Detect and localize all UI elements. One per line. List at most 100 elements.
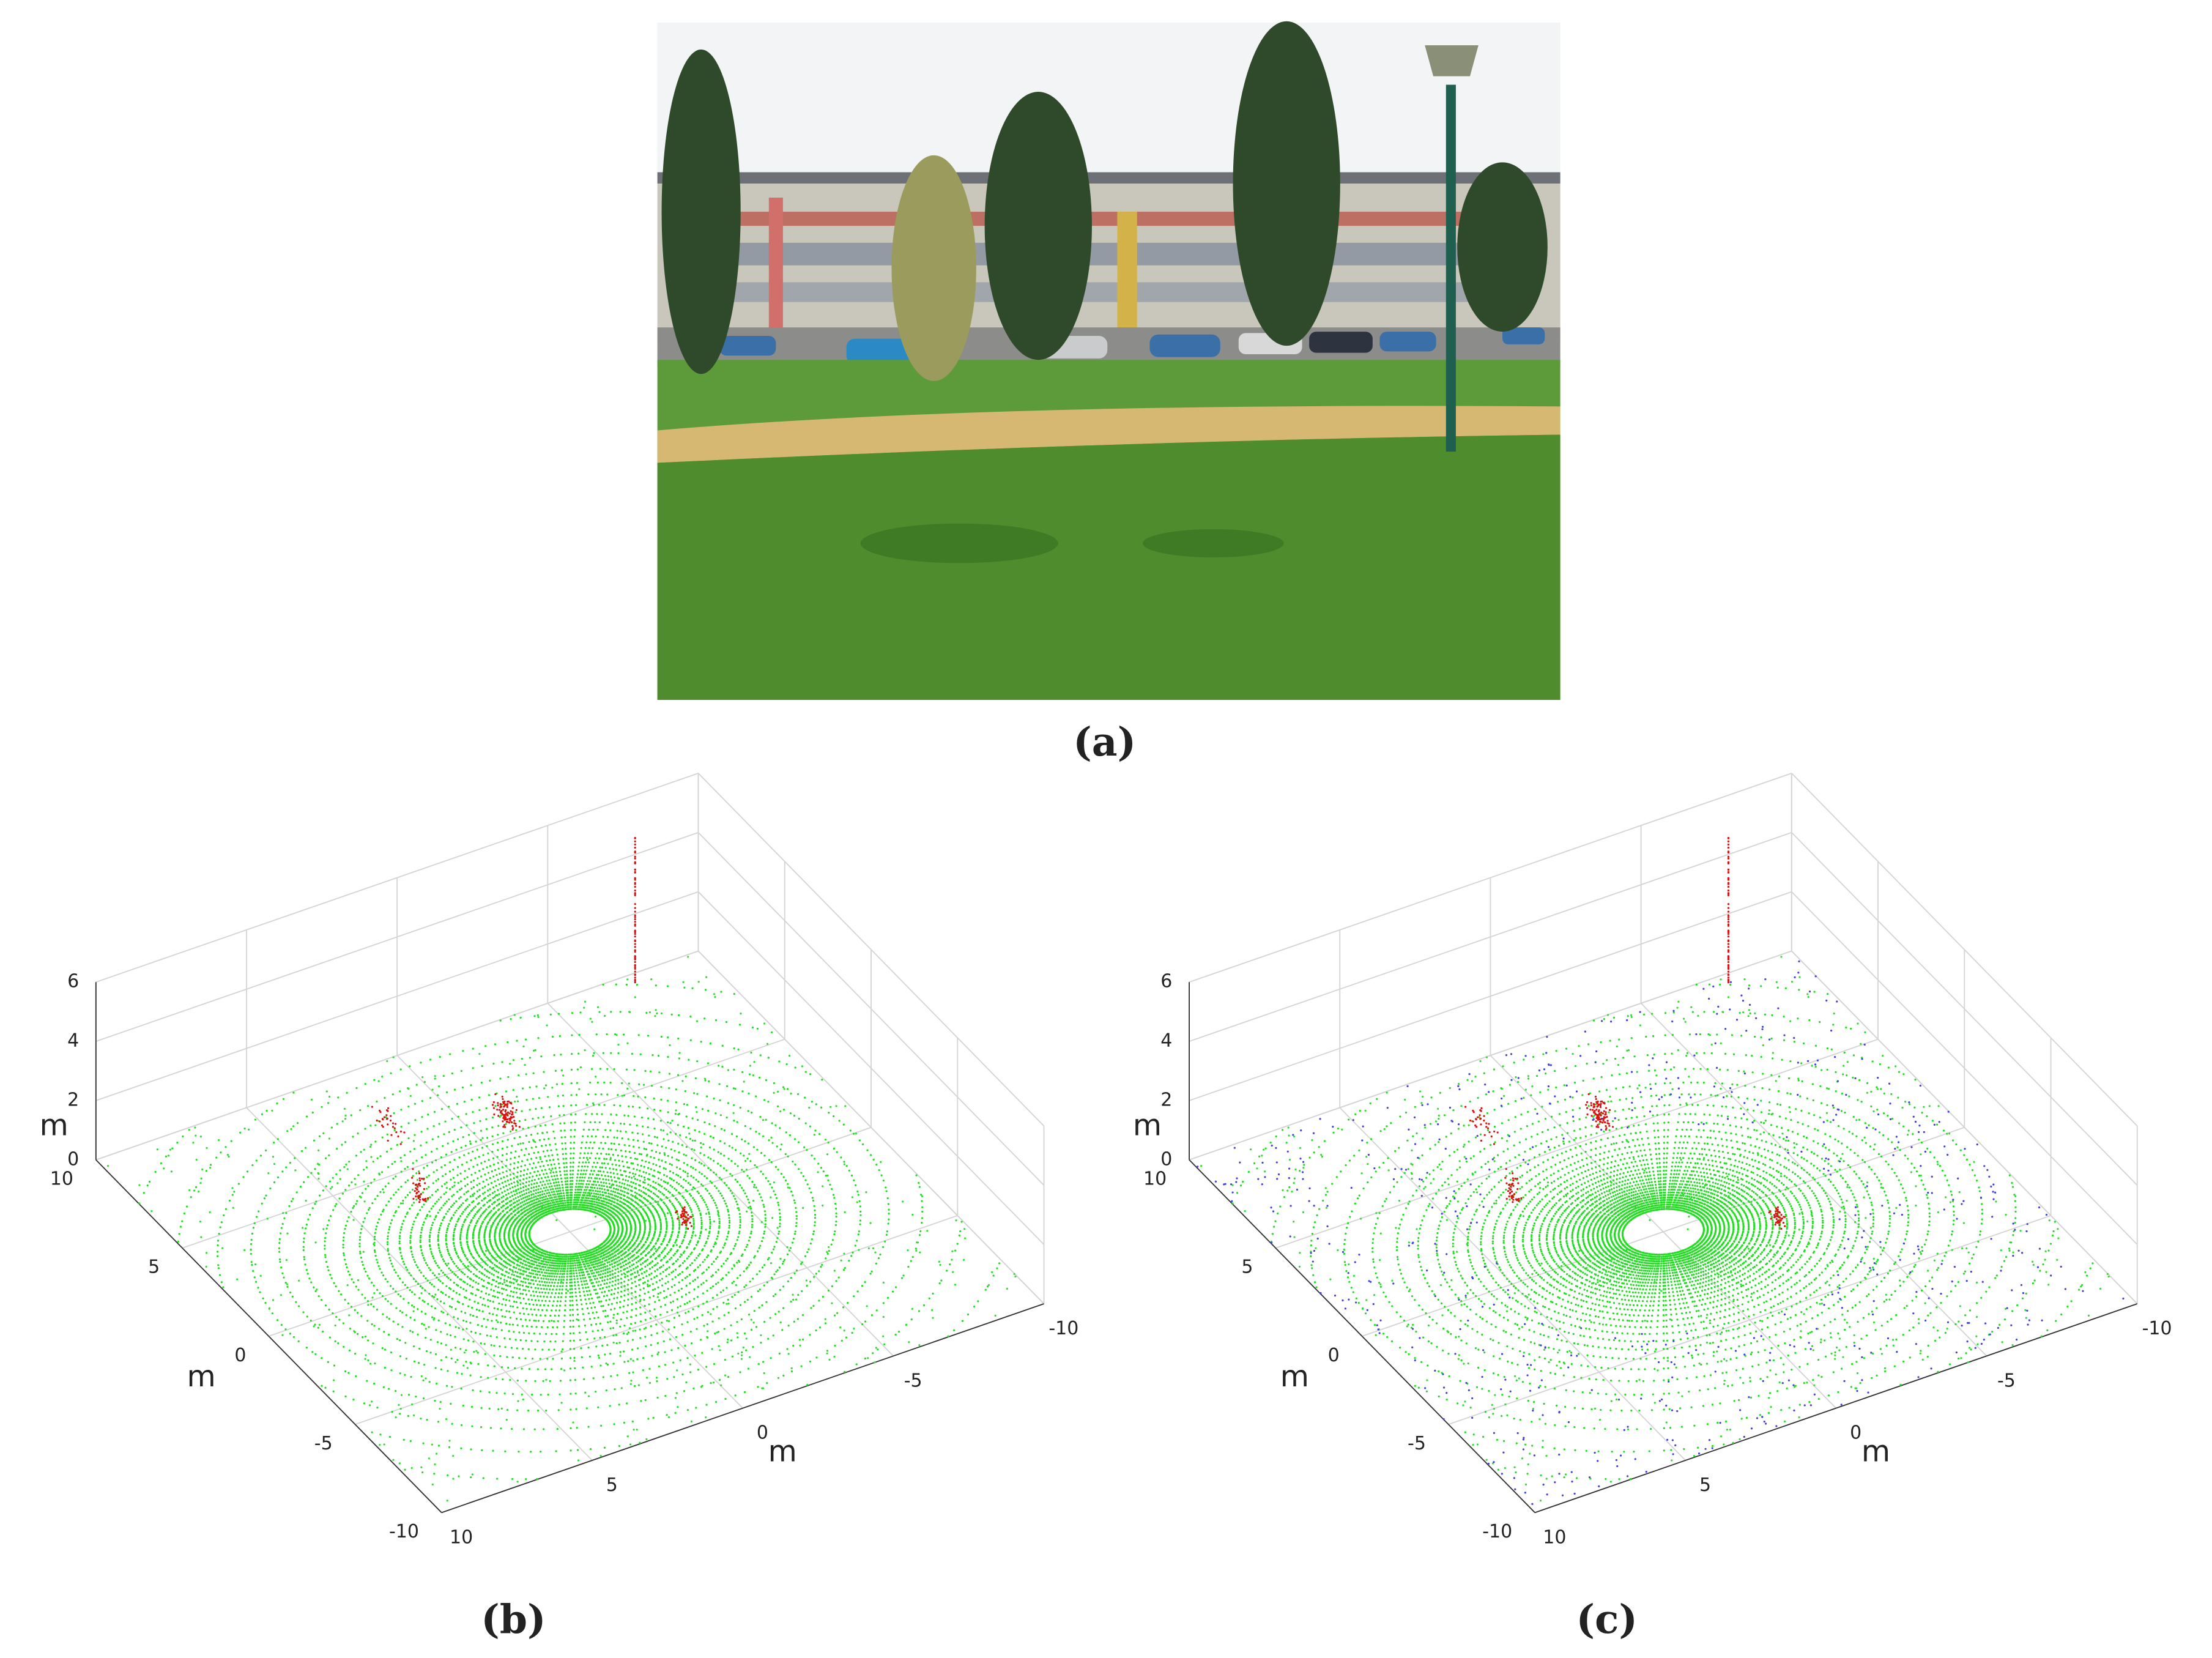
point: [714, 1125, 716, 1128]
point: [570, 1147, 572, 1150]
point: [599, 1273, 602, 1276]
point: [696, 1205, 699, 1208]
point: [638, 1174, 640, 1177]
point: [623, 1268, 625, 1271]
point: [412, 1223, 415, 1225]
point: [774, 1193, 777, 1196]
point: [489, 1188, 491, 1191]
point: [735, 1200, 738, 1203]
point: [652, 1198, 655, 1200]
point: [731, 1296, 733, 1298]
point: [480, 1214, 483, 1217]
point: [628, 1105, 630, 1107]
point: [740, 1152, 742, 1154]
point: [633, 1258, 636, 1261]
point: [835, 1220, 837, 1223]
point: [584, 1199, 587, 1202]
point: [596, 1254, 599, 1256]
point: [491, 1203, 494, 1205]
point: [642, 1125, 644, 1128]
point: [642, 1171, 645, 1173]
point: [608, 1285, 611, 1288]
point: [428, 1240, 431, 1243]
point: [768, 1159, 771, 1161]
point: [575, 1183, 577, 1185]
point: [778, 1266, 781, 1269]
point: [853, 1179, 855, 1181]
point: [757, 1290, 759, 1293]
point: [606, 1033, 608, 1036]
point: [720, 1178, 722, 1181]
point: [996, 1267, 998, 1270]
point: [622, 1178, 624, 1181]
point: [636, 1238, 639, 1240]
point: [497, 1189, 499, 1191]
point: [696, 1257, 698, 1259]
point: [434, 1274, 436, 1277]
point: [679, 1134, 681, 1137]
point: [388, 1257, 391, 1259]
point: [660, 1098, 662, 1101]
point: [750, 1230, 752, 1233]
point: [367, 1184, 369, 1188]
point: [668, 1087, 670, 1090]
point: [656, 1342, 659, 1344]
point: [604, 1175, 606, 1177]
point: [671, 1232, 674, 1234]
point: [611, 1270, 614, 1272]
point: [373, 1238, 376, 1241]
point: [462, 1250, 464, 1252]
point: [778, 1208, 781, 1211]
point: [653, 1118, 655, 1121]
point: [500, 1206, 503, 1209]
point: [681, 1279, 684, 1281]
point: [637, 1274, 640, 1277]
point: [507, 1202, 509, 1204]
point: [738, 1232, 740, 1235]
point: [738, 1209, 740, 1211]
point: [895, 1286, 897, 1288]
point: [633, 1115, 636, 1118]
point: [648, 1178, 651, 1181]
point: [472, 1110, 474, 1113]
point: [451, 1271, 454, 1273]
point: [666, 1099, 669, 1102]
point: [585, 1202, 587, 1204]
point: [484, 1216, 487, 1219]
point: [599, 1170, 602, 1173]
point: [518, 1214, 521, 1217]
point: [798, 1168, 800, 1170]
point: [781, 1329, 784, 1331]
point: [716, 1235, 719, 1238]
point: [432, 1222, 434, 1224]
point: [678, 1281, 680, 1284]
point: [604, 1272, 607, 1274]
point: [714, 1202, 716, 1204]
point: [551, 1204, 553, 1206]
point: [442, 1145, 444, 1147]
point: [630, 1162, 633, 1164]
point: [342, 1246, 344, 1249]
point: [498, 1183, 500, 1186]
point: [563, 1206, 566, 1209]
point: [521, 1110, 523, 1112]
point: [821, 1263, 823, 1266]
point: [464, 1218, 467, 1221]
point: [432, 1257, 435, 1260]
point: [602, 1178, 604, 1180]
point: [644, 1254, 647, 1257]
point: [486, 1137, 489, 1139]
point: [774, 1165, 777, 1168]
point: [466, 1240, 469, 1243]
point: [806, 1284, 808, 1287]
point: [596, 1177, 598, 1180]
point: [440, 1156, 442, 1159]
point: [614, 1159, 617, 1161]
point: [764, 1217, 766, 1219]
point: [537, 1161, 540, 1164]
point: [457, 1207, 459, 1210]
point: [539, 1200, 541, 1202]
point: [663, 1187, 666, 1189]
point: [726, 1205, 728, 1208]
point: [602, 1273, 604, 1275]
